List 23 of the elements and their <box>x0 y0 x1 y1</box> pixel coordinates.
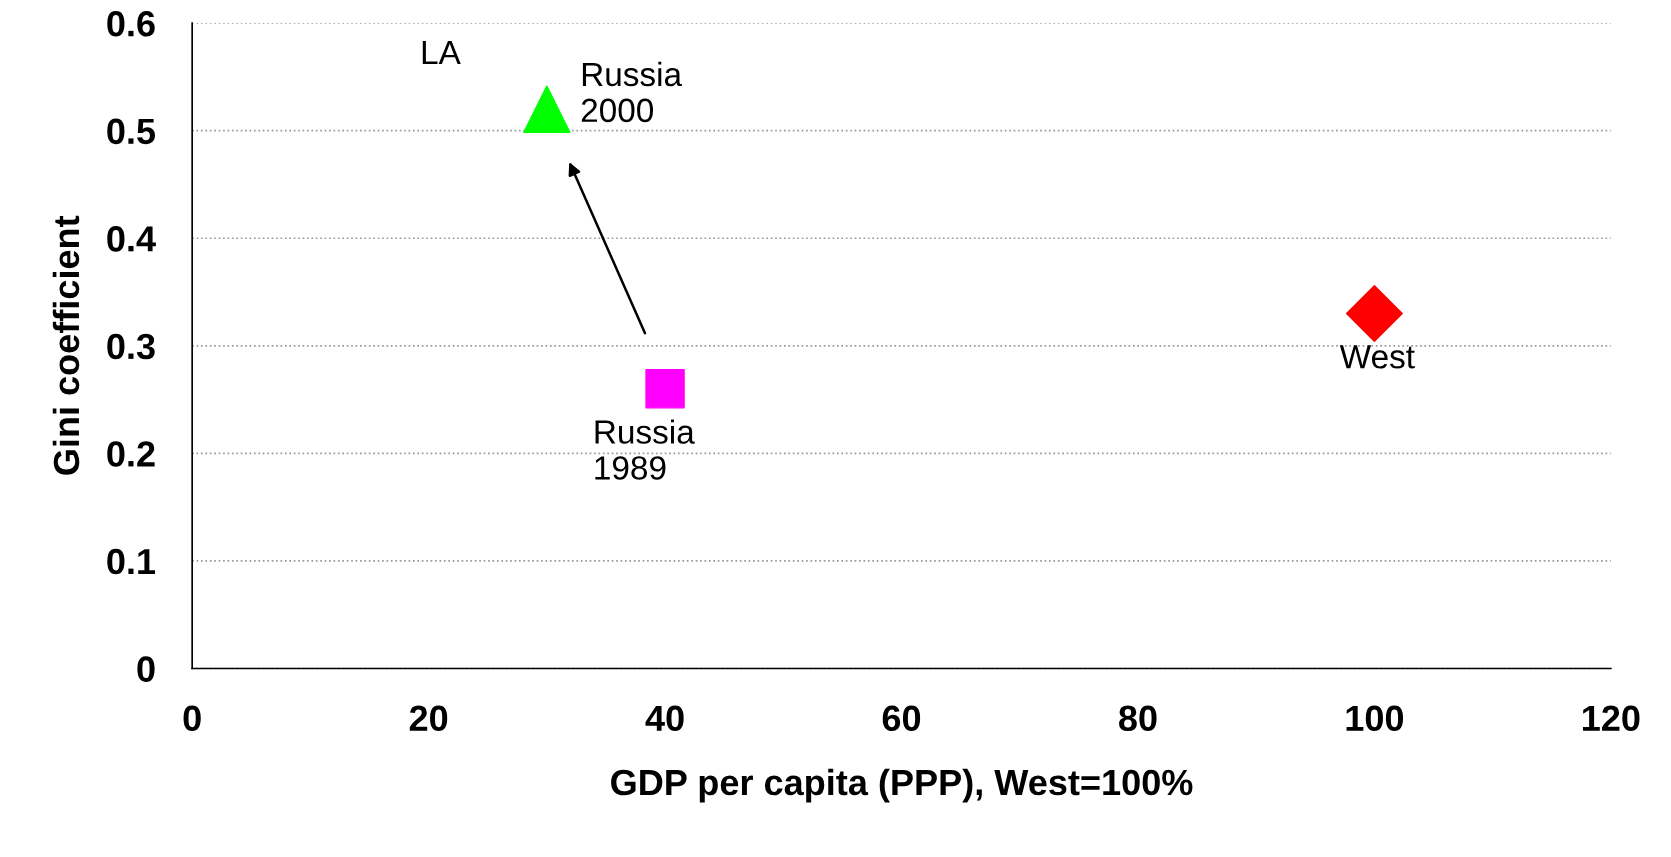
y-tick-label: 0.5 <box>107 118 156 145</box>
series-label: Russia 1989 <box>595 419 695 480</box>
y-tick-label: 0 <box>137 656 155 682</box>
series-label: West <box>1339 345 1415 369</box>
y-tick-label: 0.1 <box>107 548 156 575</box>
x-tick-label: 120 <box>1583 705 1640 732</box>
y-tick-label: 0.2 <box>107 441 155 467</box>
x-tick-label: 60 <box>882 705 921 732</box>
annotation: LA <box>422 41 461 65</box>
point <box>523 85 571 133</box>
x-tick-label: 0 <box>183 705 201 732</box>
series-label: Russia 2000 <box>581 61 683 123</box>
y-tick-label: 0.3 <box>107 333 155 360</box>
x-axis-title: GDP per capita (PPP), West=100% <box>611 768 1193 803</box>
y-tick-label: 0.6 <box>107 11 155 37</box>
y-tick-label: 0.4 <box>107 226 156 252</box>
y-axis-title: Gini coefficient <box>52 215 80 475</box>
x-tick-label: 100 <box>1346 705 1404 732</box>
point <box>645 369 685 409</box>
x-tick-label: 20 <box>409 705 448 732</box>
x-tick-label: 40 <box>645 705 684 732</box>
point <box>1345 285 1403 343</box>
x-tick-label: 80 <box>1119 705 1157 732</box>
